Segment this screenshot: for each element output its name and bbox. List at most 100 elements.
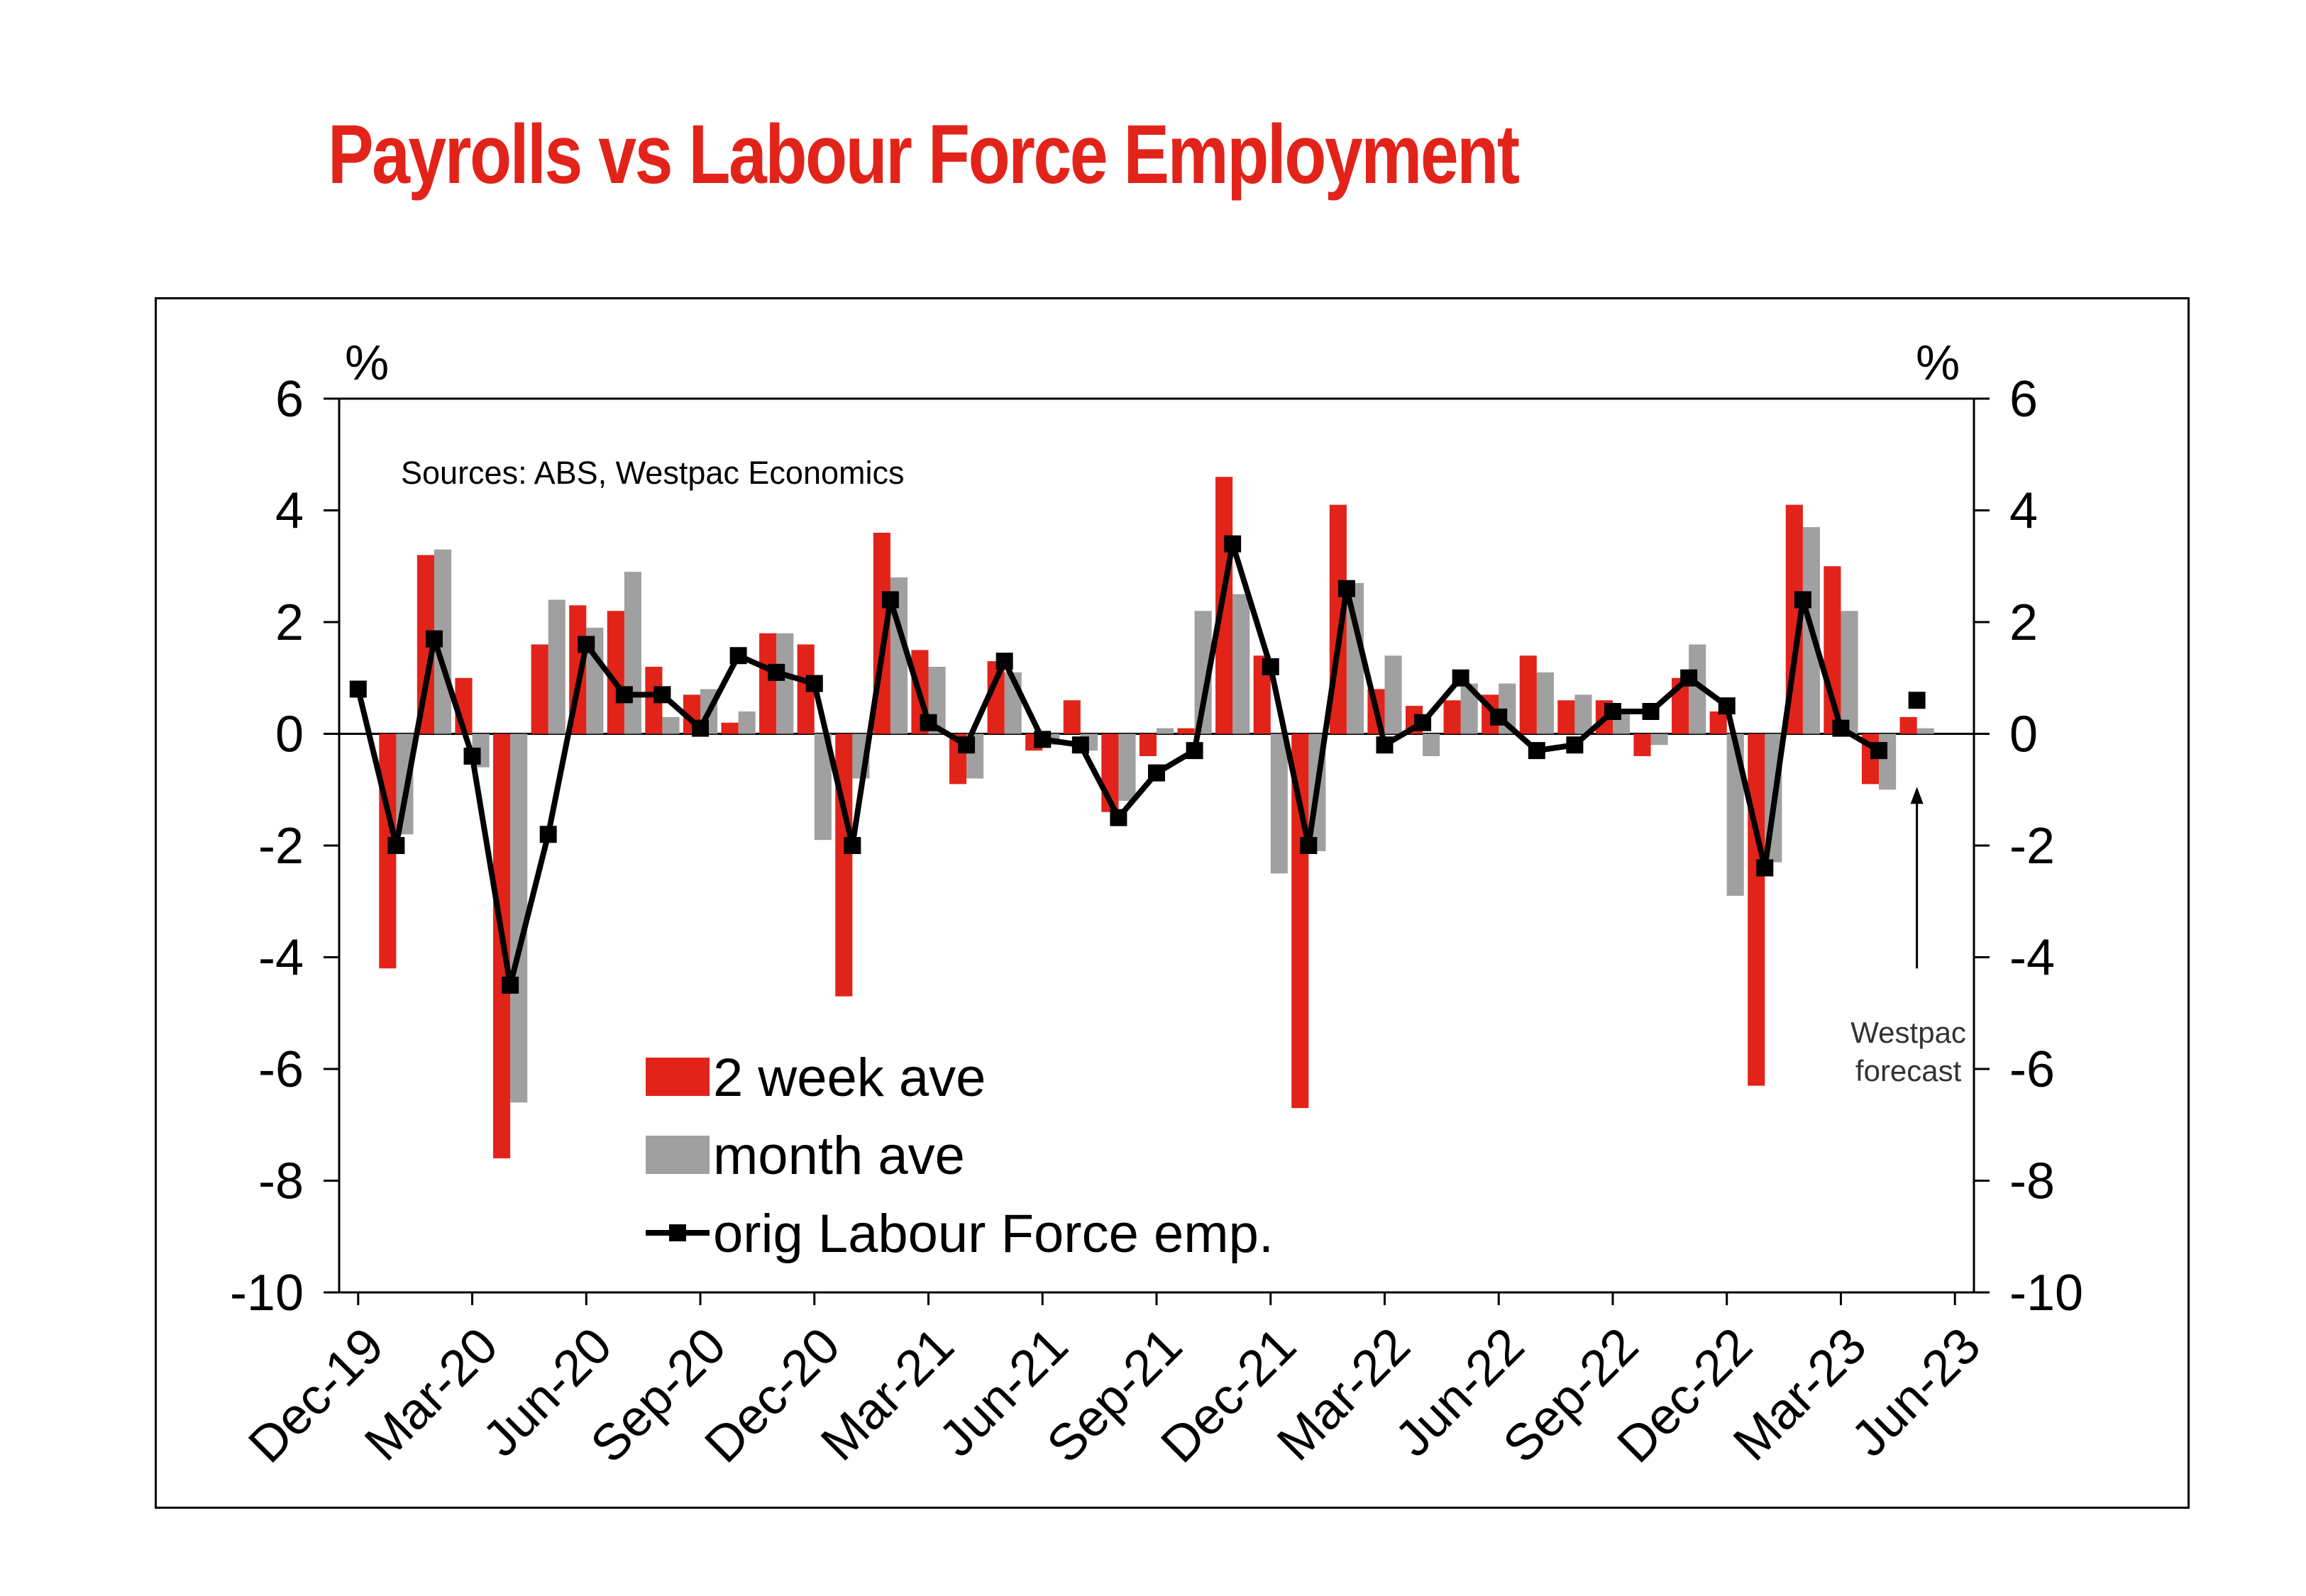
y-right-tick-label: 2 bbox=[2009, 594, 2038, 651]
chart-frame bbox=[155, 297, 2190, 1509]
line-marker bbox=[1566, 736, 1584, 754]
bar-2-week-ave bbox=[1557, 700, 1575, 734]
line-layer bbox=[349, 535, 1926, 994]
line-marker bbox=[615, 686, 633, 704]
bar-2-week-ave bbox=[1633, 733, 1651, 756]
line-marker bbox=[692, 719, 710, 737]
x-tick-label: Jun-23 bbox=[1841, 1317, 1991, 1468]
line-marker bbox=[1300, 837, 1318, 854]
line-marker bbox=[578, 636, 595, 653]
bar-2-week-ave bbox=[1177, 728, 1195, 734]
bar-month-ave bbox=[1536, 672, 1554, 734]
y-right-tick-label: -10 bbox=[2009, 1265, 2083, 1321]
line-marker bbox=[1414, 714, 1432, 731]
bar-2-week-ave bbox=[1063, 700, 1081, 734]
y-left-tick-label: -10 bbox=[230, 1265, 304, 1321]
line-marker bbox=[463, 748, 481, 765]
line-marker bbox=[1604, 703, 1621, 720]
bar-2-week-ave bbox=[759, 633, 777, 734]
line-marker bbox=[653, 686, 671, 704]
bar-month-ave bbox=[1384, 655, 1402, 734]
line-marker bbox=[1148, 764, 1165, 782]
bar-2-week-ave bbox=[1443, 700, 1461, 734]
bar-month-ave bbox=[1232, 594, 1250, 734]
bar-month-ave bbox=[1270, 733, 1288, 874]
y-right-tick-label: -2 bbox=[2009, 818, 2055, 875]
line-marker bbox=[920, 714, 937, 731]
line-marker bbox=[1337, 580, 1355, 597]
line-marker bbox=[1680, 669, 1698, 687]
bar-2-week-ave bbox=[531, 644, 548, 734]
x-tick-label: Dec-19 bbox=[238, 1317, 395, 1474]
bar-month-ave bbox=[1650, 733, 1668, 746]
bar-month-ave bbox=[1157, 728, 1174, 734]
line-marker bbox=[1528, 742, 1545, 760]
y-left-tick-label: -2 bbox=[258, 818, 304, 875]
bar-month-ave bbox=[662, 716, 680, 734]
line-marker bbox=[1490, 708, 1508, 726]
y-right-unit: % bbox=[1916, 335, 1960, 390]
y-left-tick-label: -4 bbox=[258, 930, 304, 987]
legend-swatch-two_week bbox=[646, 1058, 710, 1096]
line-marker bbox=[1224, 535, 1242, 553]
forecast-annotation-line1: Westpac bbox=[1850, 1016, 1966, 1049]
chart-title: Payrolls vs Labour Force Employment bbox=[328, 108, 1520, 201]
line-marker bbox=[1110, 809, 1127, 826]
legend-label: orig Labour Force emp. bbox=[713, 1204, 1274, 1264]
line-marker bbox=[1034, 731, 1052, 748]
forecast-arrowhead bbox=[1910, 787, 1924, 804]
line-marker bbox=[1071, 736, 1089, 754]
legend-label: month ave bbox=[713, 1126, 965, 1186]
y-left-tick-label: -8 bbox=[258, 1153, 304, 1210]
legend-swatch-marker bbox=[669, 1224, 686, 1241]
bar-month-ave bbox=[1916, 728, 1934, 734]
line-marker bbox=[1262, 658, 1279, 675]
line-marker bbox=[729, 647, 747, 665]
line-marker bbox=[1832, 719, 1850, 737]
y-right-tick-label: 6 bbox=[2009, 371, 2038, 428]
bar-month-ave bbox=[1423, 733, 1440, 756]
y-left-tick-label: -6 bbox=[258, 1041, 304, 1098]
line-marker bbox=[1794, 591, 1811, 609]
line-marker bbox=[1718, 697, 1736, 715]
legend: 2 week ave month ave orig Labour Force emp… bbox=[646, 1048, 1274, 1264]
line-marker bbox=[1756, 859, 1774, 877]
line-marker bbox=[995, 653, 1013, 670]
y-right-tick-label: 4 bbox=[2009, 483, 2038, 540]
line-marker bbox=[539, 826, 557, 843]
line-marker bbox=[349, 680, 367, 698]
bar-2-week-ave bbox=[1748, 733, 1765, 1086]
line-marker bbox=[768, 663, 785, 681]
line-marker bbox=[387, 837, 405, 854]
bar-month-ave bbox=[1841, 611, 1858, 734]
bar-month-ave bbox=[776, 633, 794, 734]
y-right-tick-label: -8 bbox=[2009, 1153, 2055, 1210]
line-marker bbox=[1186, 742, 1203, 760]
line-marker bbox=[502, 976, 519, 994]
y-right-tick-label: 0 bbox=[2009, 706, 2038, 763]
y-right-tick-label: -6 bbox=[2009, 1041, 2055, 1098]
bar-month-ave bbox=[1118, 733, 1136, 801]
line-marker bbox=[958, 736, 976, 754]
line-marker bbox=[844, 837, 861, 854]
bar-month-ave bbox=[624, 572, 641, 734]
y-left-tick-label: 4 bbox=[275, 483, 304, 540]
line-marker bbox=[805, 675, 823, 692]
bar-2-week-ave bbox=[1899, 716, 1917, 734]
y-left-tick-label: 0 bbox=[275, 706, 304, 763]
bar-2-week-ave bbox=[721, 722, 739, 734]
bar-month-ave bbox=[548, 599, 566, 734]
bar-2-week-ave bbox=[1139, 733, 1157, 756]
legend-swatch-month bbox=[646, 1136, 710, 1174]
line-marker bbox=[425, 630, 443, 648]
line-marker bbox=[1452, 669, 1469, 687]
source-note: Sources: ABS, Westpac Economics bbox=[401, 455, 904, 491]
bar-month-ave bbox=[1574, 694, 1592, 734]
y-left-tick-label: 6 bbox=[275, 371, 304, 428]
line-marker bbox=[1870, 742, 1888, 760]
y-left-unit: % bbox=[345, 335, 389, 390]
line-marker bbox=[1642, 703, 1660, 720]
line-marker bbox=[881, 591, 899, 609]
line-marker bbox=[1376, 736, 1394, 754]
